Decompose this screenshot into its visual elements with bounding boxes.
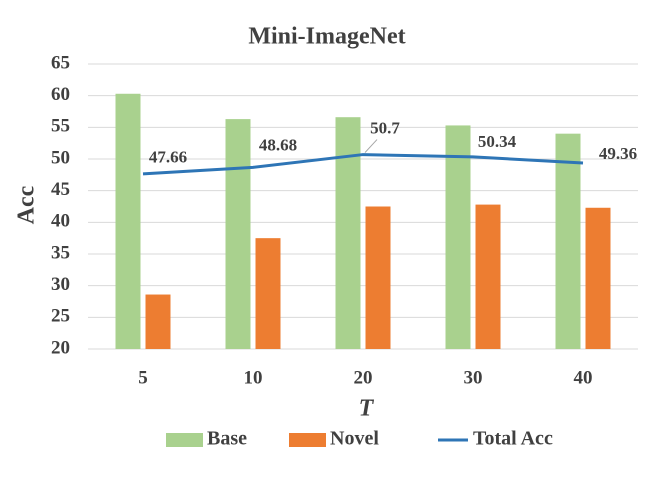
bar [335,117,361,349]
data-label: 47.66 [149,148,187,167]
y-tick-label: 40 [51,211,70,232]
bar [555,133,581,349]
bar [255,238,281,349]
x-tick-label: 20 [354,367,373,388]
x-tick-label: 40 [574,367,593,388]
x-tick-label: 10 [244,367,263,388]
data-label: 50.34 [478,132,517,151]
bar [365,206,391,349]
y-tick-label: 30 [51,274,70,295]
x-tick-label: 30 [464,367,483,388]
x-axis-label: T [359,396,375,422]
y-tick-label: 35 [51,242,70,263]
y-tick-label: 50 [51,147,70,168]
bar [445,125,471,349]
data-label: 50.7 [370,118,400,137]
bar [225,119,251,349]
legend-label: Total Acc [473,428,553,450]
y-tick-label: 65 [51,52,70,73]
leader-line [364,139,378,153]
x-tick-label: 5 [138,367,148,388]
line [142,153,584,176]
y-tick-label: 45 [51,179,70,200]
y-tick-label: 55 [51,116,70,137]
bar [115,93,141,350]
bar [585,207,611,349]
legend-label: Base [207,428,247,450]
legend-swatch [289,433,326,447]
bar [145,294,171,349]
chart-title: Mini-ImageNet [248,24,405,50]
y-tick-label: 25 [51,306,70,327]
legend-swatch [166,433,203,447]
y-tick-label: 60 [51,84,70,105]
y-tick-label: 20 [51,337,70,358]
data-label: 48.68 [259,135,297,154]
y-axis-label: Acc [14,185,40,224]
bar [475,204,501,349]
legend-label: Novel [330,428,379,450]
data-label: 49.36 [599,144,637,163]
